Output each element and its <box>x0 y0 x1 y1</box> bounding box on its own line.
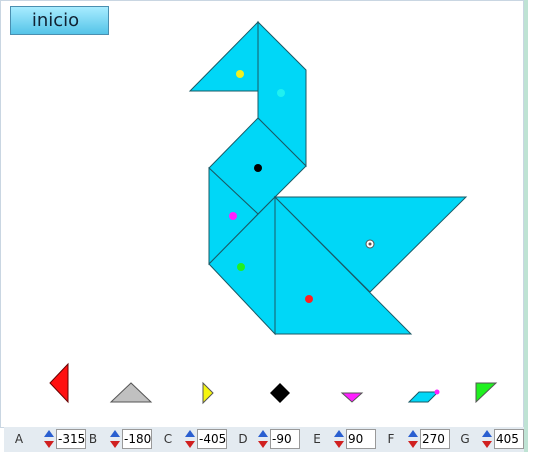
control-f-label: F <box>387 432 395 446</box>
spin-up-icon[interactable] <box>44 430 54 437</box>
swan-figure <box>188 20 468 336</box>
control-b-label: B <box>88 432 98 446</box>
control-c-spinner[interactable] <box>185 430 195 450</box>
control-a-label: A <box>14 432 24 446</box>
control-g-label: G <box>460 432 470 446</box>
marker-black-dot[interactable] <box>254 164 262 172</box>
marker-red-dot[interactable] <box>305 295 313 303</box>
spin-down-icon[interactable] <box>110 441 120 448</box>
spin-down-icon[interactable] <box>408 441 418 448</box>
right-edge-bar <box>524 0 528 452</box>
control-e-spinner[interactable] <box>334 430 344 450</box>
rotation-center-icon[interactable] <box>365 239 375 249</box>
spin-down-icon[interactable] <box>185 441 195 448</box>
control-c-label: C <box>163 432 173 446</box>
marker-magenta-dot[interactable] <box>229 212 237 220</box>
piece-head-triangle[interactable] <box>188 20 259 92</box>
control-g-value[interactable]: 405 <box>494 429 524 449</box>
spin-up-icon[interactable] <box>408 430 418 437</box>
control-d-spinner[interactable] <box>258 430 268 450</box>
palette-green-triangle-icon[interactable] <box>475 382 498 404</box>
palette-yellow-triangle-icon[interactable] <box>202 381 214 405</box>
control-a-value[interactable]: -315 <box>56 429 86 449</box>
marker-green-dot[interactable] <box>237 263 245 271</box>
control-f-value[interactable]: 270 <box>420 429 450 449</box>
control-c-value[interactable]: -405 <box>197 429 227 449</box>
palette-red-triangle-icon[interactable] <box>49 362 69 404</box>
control-g-spinner[interactable] <box>482 430 492 450</box>
control-e-value[interactable]: 90 <box>346 429 376 449</box>
control-d-value[interactable]: -90 <box>270 429 300 449</box>
spin-down-icon[interactable] <box>334 441 344 448</box>
marker-yellow-dot[interactable] <box>236 70 244 78</box>
spin-up-icon[interactable] <box>110 430 120 437</box>
inicio-button[interactable]: inicio <box>10 6 109 35</box>
control-b-spinner[interactable] <box>110 430 120 450</box>
palette-cyan-parallelogram-icon[interactable] <box>407 389 440 403</box>
control-b-value[interactable]: -180 <box>122 429 152 449</box>
control-d-label: D <box>238 432 248 446</box>
spin-up-icon[interactable] <box>482 430 492 437</box>
spin-up-icon[interactable] <box>185 430 195 437</box>
palette-gray-triangle-icon[interactable] <box>109 382 153 403</box>
spin-up-icon[interactable] <box>258 430 268 437</box>
spin-down-icon[interactable] <box>44 441 54 448</box>
spin-down-icon[interactable] <box>482 441 492 448</box>
rotation-controls-bar: A -315 B -180 C -405 D -90 E 90 F 270 G … <box>4 427 524 452</box>
spin-up-icon[interactable] <box>334 430 344 437</box>
palette-magenta-triangle-icon[interactable] <box>340 392 364 403</box>
control-f-spinner[interactable] <box>408 430 418 450</box>
tangram-canvas[interactable] <box>0 0 524 427</box>
control-a-spinner[interactable] <box>44 430 54 450</box>
control-e-label: E <box>313 432 321 446</box>
spin-down-icon[interactable] <box>258 441 268 448</box>
marker-cyan-dot[interactable] <box>277 89 285 97</box>
palette-black-square-icon[interactable] <box>270 383 290 403</box>
